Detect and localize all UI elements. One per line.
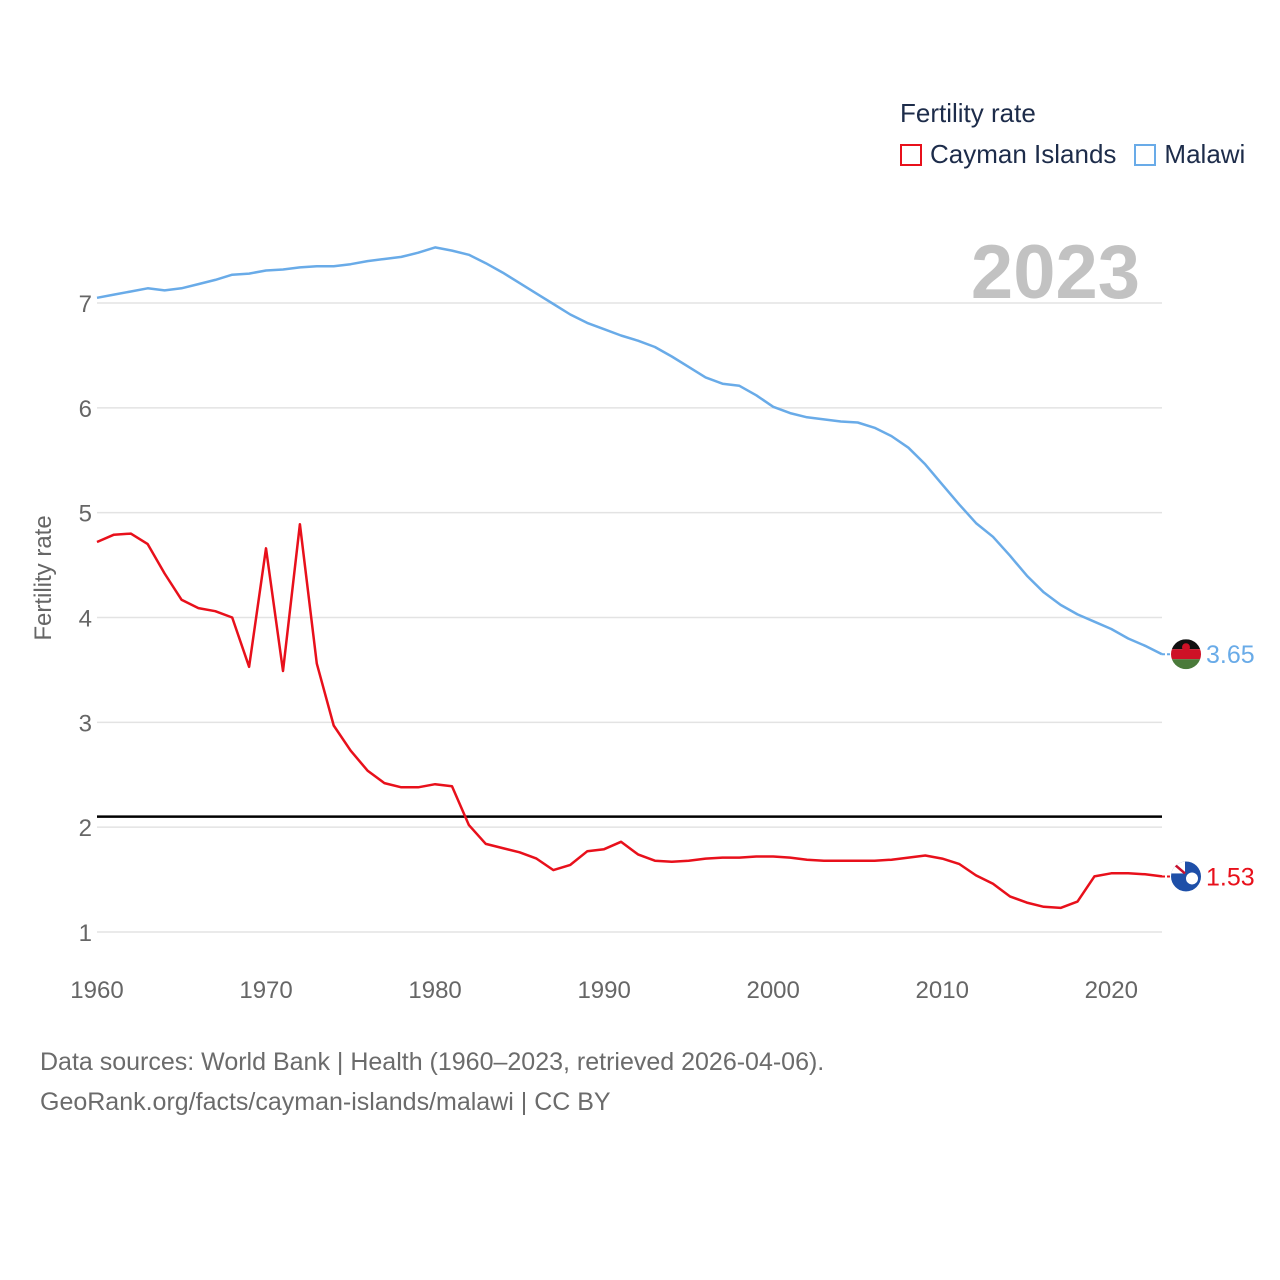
x-tick-2020: 2020 [1085,977,1138,1004]
end-label-malawi: 3.65 [1206,641,1255,669]
series-lines [96,246,1163,910]
source-line-1: Data sources: World Bank | Health (1960–… [40,1048,825,1076]
flag-icon-cayman-islands [1171,861,1201,892]
x-tick-1990: 1990 [577,977,630,1004]
y-tick-6: 6 [79,396,92,423]
flag-crest [1186,872,1198,885]
legend-item-cayman-islands[interactable]: Cayman Islands [900,139,1116,170]
legend-swatch-cayman-islands [900,143,922,166]
y-tick-4: 4 [79,606,92,633]
legend-label-cayman-islands: Cayman Islands [930,139,1117,169]
flag-sun [1182,643,1190,652]
x-tick-2010: 2010 [916,977,969,1004]
flag-icon-malawi [1171,639,1201,670]
y-tick-7: 7 [79,291,92,318]
y-tick-labels: 1 2 3 4 5 6 7 [79,291,92,947]
x-tick-1980: 1980 [408,977,461,1004]
y-tick-3: 3 [79,710,92,737]
x-tick-2000: 2000 [746,977,799,1004]
end-label-cayman-islands: 1.53 [1206,863,1255,891]
series-line-malawi [96,246,1163,656]
end-markers: 3.65 1.53 [1162,639,1255,892]
legend-label-malawi: Malawi [1164,139,1246,169]
x-tick-1960: 1960 [70,977,123,1004]
series-line-cayman-islands [96,522,1163,910]
legend: Fertility rate Cayman Islands Malawi [900,98,1263,170]
legend-swatch-malawi [1134,143,1157,166]
legend-title: Fertility rate [900,98,1036,128]
source-note: Data sources: World Bank | Health (1960–… [40,1042,824,1122]
flag-band-red [1171,649,1201,660]
x-tick-labels: 1960 1970 1980 1990 2000 2010 2020 [70,977,1138,1004]
y-axis-label: Fertility rate [30,515,57,640]
x-tick-1970: 1970 [239,977,292,1004]
legend-item-malawi[interactable]: Malawi [1134,139,1245,170]
year-label: 2023 [971,230,1140,315]
y-tick-5: 5 [79,501,92,528]
flag-band-green [1171,659,1201,670]
y-tick-1: 1 [79,920,92,947]
source-line-2[interactable]: GeoRank.org/facts/cayman-islands/malawi … [40,1088,611,1116]
y-tick-2: 2 [79,815,92,842]
